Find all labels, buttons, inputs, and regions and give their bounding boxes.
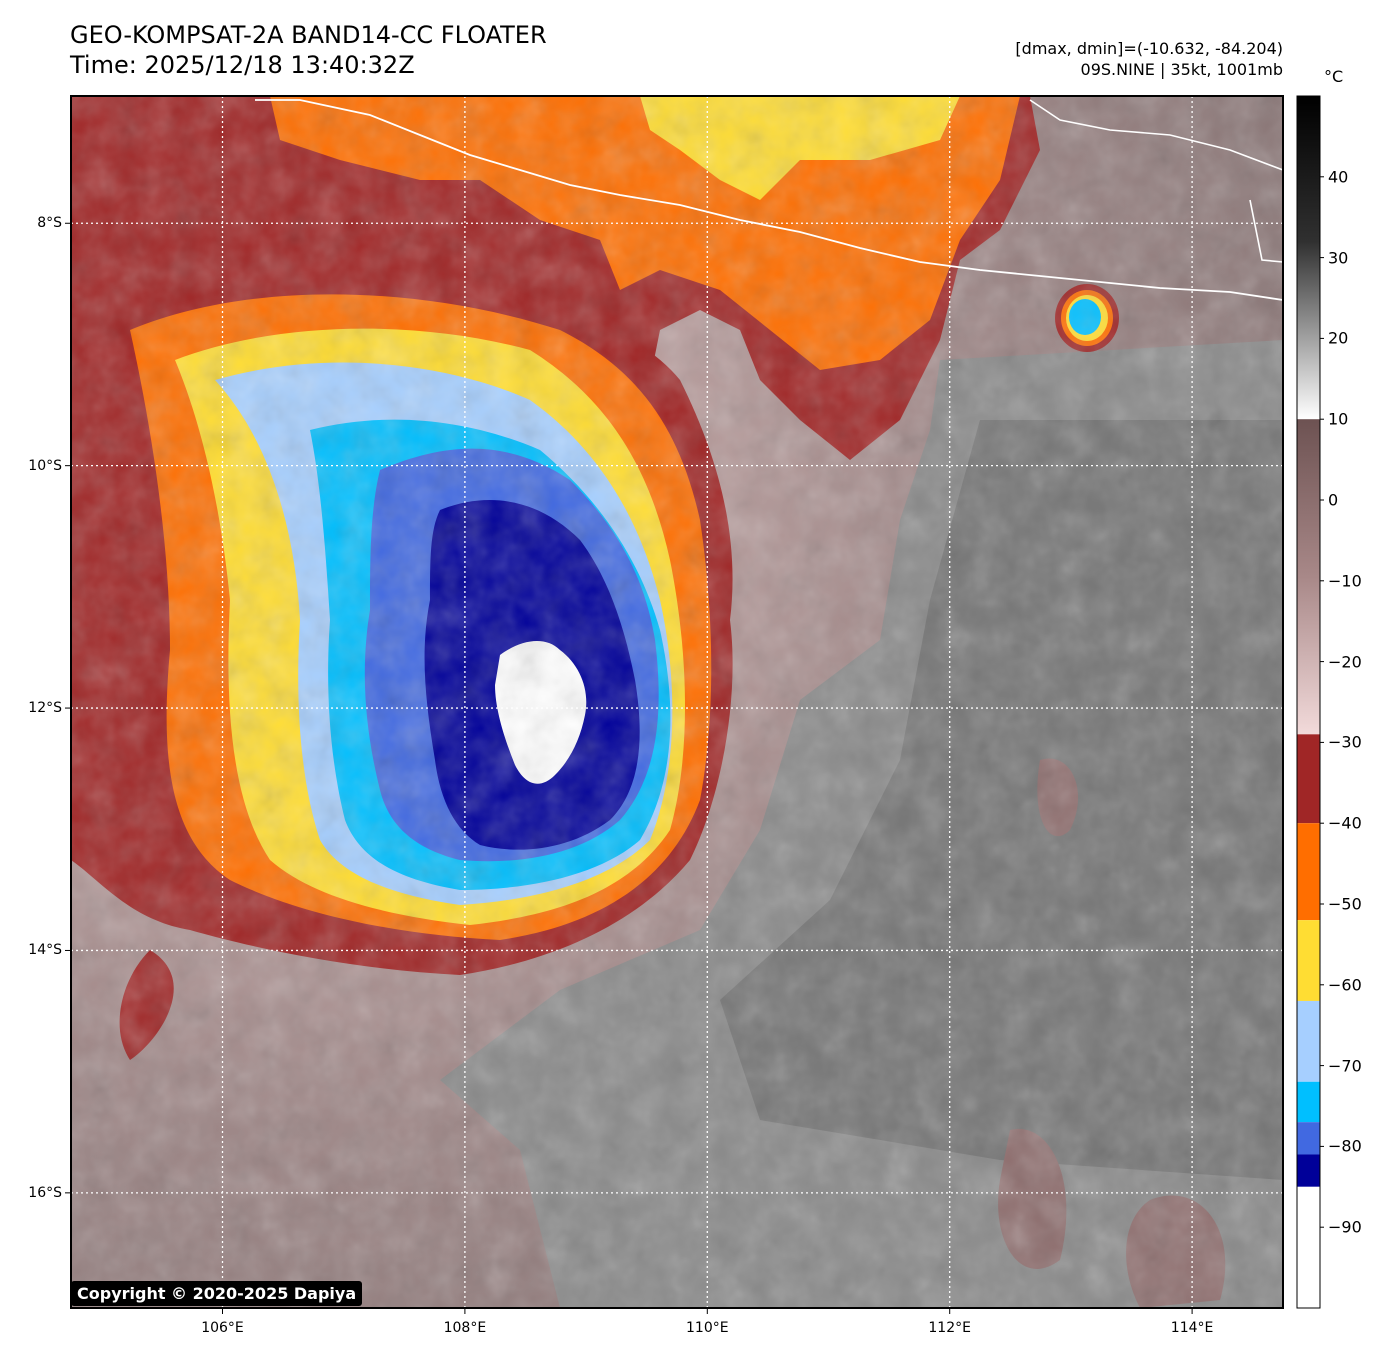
map-frame bbox=[70, 95, 1284, 1309]
colorbar-tick-label: 20 bbox=[1328, 328, 1349, 348]
colorbar-tick-label: −50 bbox=[1328, 894, 1362, 914]
colorbar-tick-label: −30 bbox=[1328, 732, 1362, 752]
colorbar-tick-label: 10 bbox=[1328, 409, 1349, 429]
colorbar-tick-label: −40 bbox=[1328, 813, 1362, 833]
lon-tick-label: 106°E bbox=[201, 1320, 244, 1336]
coastline-bali bbox=[1249, 199, 1283, 263]
title-line-1: GEO-KOMPSAT-2A BAND14-CC FLOATER bbox=[70, 21, 547, 49]
lat-tick-label: 8°S bbox=[37, 215, 62, 232]
colorbar-band bbox=[1297, 734, 1320, 824]
colorbar-band bbox=[1297, 920, 1320, 1001]
colorbar-tick-label: −10 bbox=[1328, 571, 1362, 591]
colorbar-band bbox=[1297, 419, 1320, 735]
lon-tick-label: 110°E bbox=[686, 1320, 729, 1336]
lon-tick-label: 112°E bbox=[928, 1320, 971, 1336]
colorbar-frame bbox=[1296, 95, 1321, 1309]
map-ticks bbox=[65, 222, 1193, 1314]
colorbar-band bbox=[1297, 1000, 1320, 1082]
imagery bbox=[71, 96, 1283, 1308]
lat-tick-label: 12°S bbox=[28, 700, 62, 717]
lat-tick-label: 14°S bbox=[28, 942, 62, 959]
lat-tick-label: 10°S bbox=[28, 457, 62, 474]
storm-summary-text: 09S.NINE | 35kt, 1001mb bbox=[1080, 60, 1283, 79]
colorbar-band bbox=[1297, 823, 1320, 921]
lon-tick-label: 108°E bbox=[443, 1320, 487, 1336]
colorbar-tick-label: 40 bbox=[1328, 167, 1349, 187]
gridlines bbox=[71, 96, 1283, 1308]
title-line-2: Time: 2025/12/18 13:40:32Z bbox=[70, 51, 415, 79]
colorbar-tick-label: −70 bbox=[1328, 1056, 1362, 1076]
colorbar-tick-label: 0 bbox=[1328, 490, 1339, 510]
colorbar-unit: °C bbox=[1324, 67, 1344, 86]
colorbar-tick-label: −90 bbox=[1328, 1217, 1362, 1237]
cloud-texture bbox=[71, 96, 1283, 1308]
lon-tick-label: 114°E bbox=[1170, 1320, 1214, 1336]
copyright-badge: Copyright © 2020-2025 Dapiya bbox=[71, 1281, 363, 1306]
colorbar-tick-label: −20 bbox=[1328, 652, 1362, 672]
coastline-java bbox=[255, 99, 1283, 301]
colorbar-band bbox=[1297, 96, 1320, 420]
colorbar bbox=[1297, 96, 1324, 1308]
map-title: GEO-KOMPSAT-2A BAND14-CC FLOATER Time: 2… bbox=[70, 20, 547, 80]
colorbar-tick-label: −60 bbox=[1328, 975, 1362, 995]
colorbar-band bbox=[1297, 1186, 1320, 1308]
data-range-text: [dmax, dmin]=(-10.632, -84.204) bbox=[1015, 39, 1283, 58]
colorbar-band bbox=[1297, 1122, 1320, 1155]
lat-tick-label: 16°S bbox=[28, 1184, 62, 1201]
coastline-madura bbox=[1029, 99, 1283, 171]
colorbar-band bbox=[1297, 1081, 1320, 1123]
storm-info: [dmax, dmin]=(-10.632, -84.204) 09S.NINE… bbox=[1015, 38, 1283, 80]
colorbar-band bbox=[1297, 1154, 1320, 1187]
colorbar-tick-label: −80 bbox=[1328, 1136, 1362, 1156]
colorbar-tick-label: 30 bbox=[1328, 248, 1349, 268]
